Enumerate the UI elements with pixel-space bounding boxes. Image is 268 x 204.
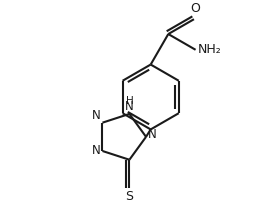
Text: N: N [92, 109, 100, 122]
Text: N: N [148, 129, 157, 142]
Text: NH₂: NH₂ [198, 43, 221, 56]
Text: N: N [92, 144, 100, 157]
Text: N: N [125, 100, 134, 113]
Text: H: H [125, 95, 133, 106]
Text: S: S [125, 190, 133, 203]
Text: O: O [190, 2, 200, 14]
